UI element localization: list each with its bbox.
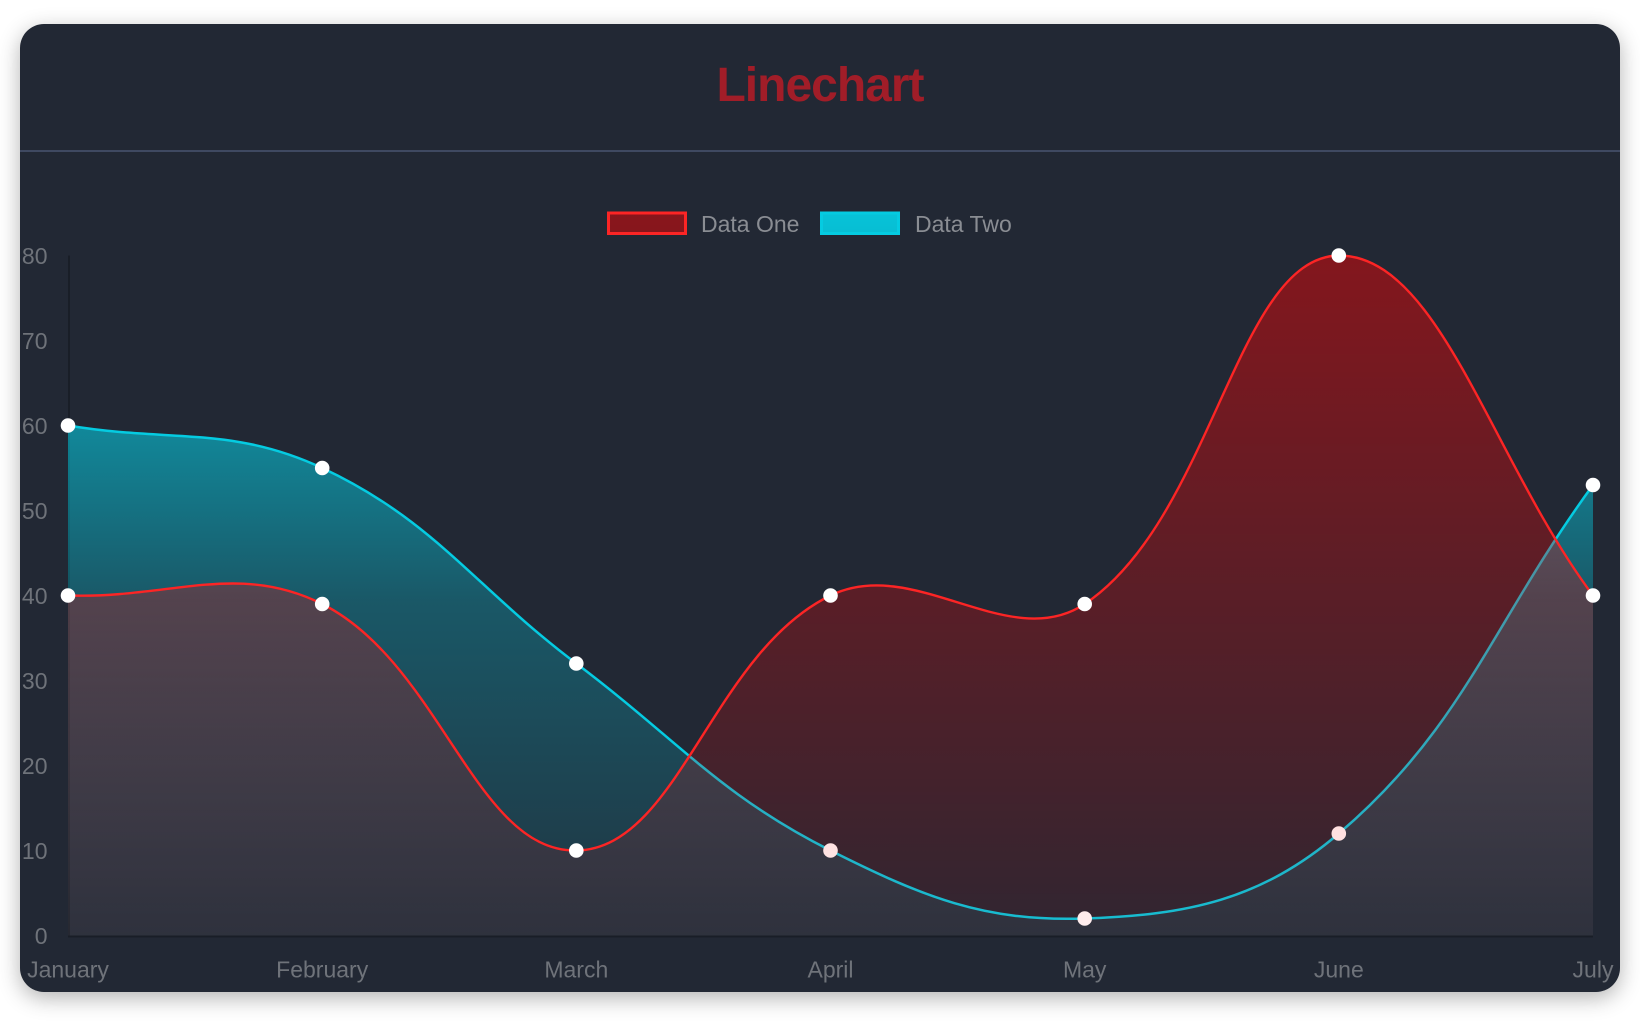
svg-text:40: 40 — [22, 583, 48, 609]
svg-text:20: 20 — [22, 753, 48, 779]
svg-text:April: April — [807, 957, 853, 983]
svg-text:May: May — [1063, 957, 1107, 983]
svg-text:30: 30 — [22, 668, 48, 694]
svg-text:July: July — [1573, 957, 1614, 983]
svg-text:60: 60 — [22, 413, 48, 439]
svg-text:0: 0 — [35, 923, 48, 949]
svg-text:70: 70 — [22, 328, 48, 354]
svg-text:Data Two: Data Two — [915, 211, 1012, 237]
svg-text:January: January — [27, 957, 109, 983]
svg-text:February: February — [276, 957, 369, 983]
svg-text:80: 80 — [22, 243, 48, 269]
svg-text:June: June — [1314, 957, 1364, 983]
svg-text:50: 50 — [22, 498, 48, 524]
svg-text:10: 10 — [22, 838, 48, 864]
svg-text:Data One: Data One — [701, 211, 799, 237]
svg-text:March: March — [544, 957, 608, 983]
